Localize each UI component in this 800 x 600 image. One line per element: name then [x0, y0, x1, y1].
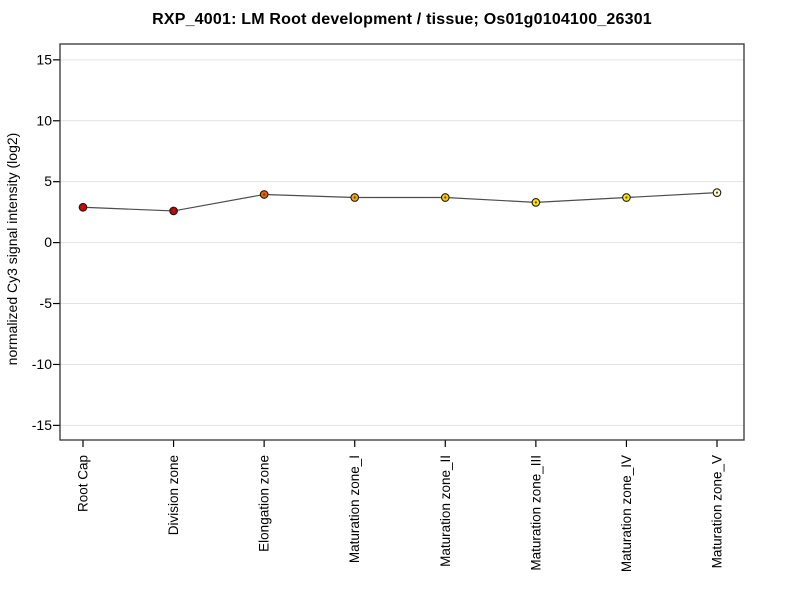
x-axis-tick-label: Maturation zone_III — [528, 455, 543, 571]
data-point-center-dot — [444, 196, 447, 199]
data-point-center-dot — [172, 209, 175, 213]
chart-title: RXP_4001: LM Root development / tissue; … — [152, 11, 652, 28]
y-axis-tick-label: -15 — [32, 417, 52, 433]
x-axis-tick-label: Maturation zone_I — [347, 455, 362, 563]
data-point-center-dot — [534, 201, 537, 204]
plot-frame — [59, 43, 745, 441]
data-point-center-dot — [263, 193, 266, 196]
data-point-center-dot — [625, 196, 628, 199]
x-axis-tick-label: Division zone — [166, 455, 181, 535]
data-point-center-dot — [81, 206, 85, 209]
y-axis-tick-label: -5 — [40, 295, 53, 311]
data-point-center-dot — [353, 196, 356, 199]
x-axis-tick-label: Maturation zone_II — [438, 455, 453, 567]
y-axis-tick-label: -10 — [32, 356, 52, 372]
y-axis-tick-label: 0 — [44, 234, 52, 250]
x-axis-tick-label: Elongation zone — [257, 455, 272, 552]
x-axis-tick-label: Maturation zone_V — [710, 455, 725, 568]
series-line — [82, 192, 718, 212]
y-axis-tick-label: 15 — [36, 51, 52, 67]
y-axis-label: normalized Cy3 signal intensity (log2) — [4, 132, 20, 366]
y-axis-tick-label: 10 — [36, 112, 52, 128]
y-axis-tick-label: 5 — [44, 173, 52, 189]
x-axis-tick-label: Maturation zone_IV — [619, 455, 634, 572]
x-axis-tick-label: Root Cap — [76, 455, 91, 512]
data-point-center-dot — [715, 191, 719, 194]
